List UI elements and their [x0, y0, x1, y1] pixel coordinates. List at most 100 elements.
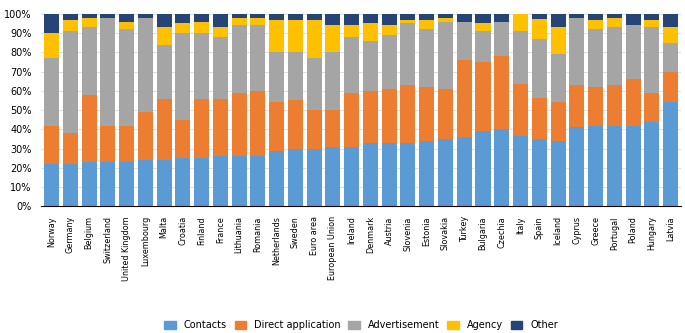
Bar [569, 18, 584, 85]
Bar [307, 14, 322, 20]
Bar [419, 20, 434, 29]
Bar [382, 25, 397, 35]
Bar [401, 143, 416, 206]
Bar [63, 164, 78, 206]
Bar [288, 14, 303, 20]
Bar [588, 29, 603, 87]
Bar [495, 14, 509, 22]
Bar [213, 14, 228, 27]
Bar [82, 162, 97, 206]
Bar [157, 27, 172, 45]
Bar [138, 18, 153, 112]
Bar [307, 110, 322, 149]
Bar [457, 137, 472, 206]
Bar [307, 58, 322, 110]
Bar [82, 27, 97, 95]
Bar [607, 14, 622, 18]
Bar [251, 25, 266, 91]
Bar [625, 25, 640, 79]
Bar [551, 141, 566, 206]
Bar [345, 25, 359, 37]
Bar [251, 157, 266, 206]
Bar [251, 18, 266, 25]
Bar [251, 91, 266, 157]
Bar [63, 133, 78, 164]
Bar [232, 93, 247, 157]
Bar [588, 126, 603, 206]
Bar [119, 14, 134, 22]
Bar [569, 85, 584, 128]
Bar [569, 14, 584, 18]
Bar [82, 18, 97, 27]
Bar [45, 164, 59, 206]
Bar [45, 33, 59, 58]
Bar [345, 14, 359, 25]
Bar [232, 157, 247, 206]
Bar [307, 20, 322, 58]
Bar [663, 14, 678, 27]
Bar [551, 27, 566, 54]
Bar [532, 140, 547, 206]
Bar [438, 14, 453, 18]
Bar [532, 39, 547, 98]
Bar [513, 84, 528, 137]
Bar [345, 37, 359, 93]
Bar [645, 14, 659, 20]
Bar [532, 19, 547, 39]
Bar [625, 126, 640, 206]
Bar [663, 43, 678, 72]
Bar [438, 89, 453, 139]
Bar [175, 120, 190, 158]
Bar [382, 14, 397, 25]
Bar [382, 143, 397, 206]
Bar [119, 22, 134, 29]
Bar [195, 14, 209, 22]
Bar [363, 143, 378, 206]
Bar [475, 31, 490, 62]
Bar [532, 98, 547, 140]
Bar [401, 20, 416, 23]
Legend: Contacts, Direct application, Advertisement, Agency, Other: Contacts, Direct application, Advertisem… [160, 316, 562, 333]
Bar [495, 22, 509, 56]
Bar [513, 14, 528, 31]
Bar [663, 103, 678, 206]
Bar [175, 158, 190, 206]
Bar [251, 14, 266, 18]
Bar [45, 58, 59, 126]
Bar [232, 25, 247, 93]
Bar [138, 14, 153, 18]
Bar [175, 14, 190, 23]
Bar [101, 126, 116, 162]
Bar [569, 128, 584, 206]
Bar [63, 20, 78, 31]
Bar [419, 14, 434, 20]
Bar [175, 23, 190, 33]
Bar [119, 162, 134, 206]
Bar [625, 14, 640, 25]
Bar [195, 158, 209, 206]
Bar [288, 20, 303, 52]
Bar [82, 95, 97, 162]
Bar [138, 112, 153, 160]
Bar [513, 31, 528, 84]
Bar [63, 31, 78, 133]
Bar [438, 139, 453, 206]
Bar [119, 126, 134, 162]
Bar [82, 14, 97, 18]
Bar [663, 72, 678, 103]
Bar [345, 93, 359, 147]
Bar [663, 27, 678, 43]
Bar [232, 18, 247, 25]
Bar [419, 141, 434, 206]
Bar [645, 122, 659, 206]
Bar [325, 52, 340, 110]
Bar [382, 35, 397, 89]
Bar [457, 22, 472, 60]
Bar [101, 14, 116, 18]
Bar [607, 85, 622, 126]
Bar [157, 45, 172, 99]
Bar [101, 162, 116, 206]
Bar [195, 99, 209, 158]
Bar [175, 33, 190, 120]
Bar [551, 14, 566, 27]
